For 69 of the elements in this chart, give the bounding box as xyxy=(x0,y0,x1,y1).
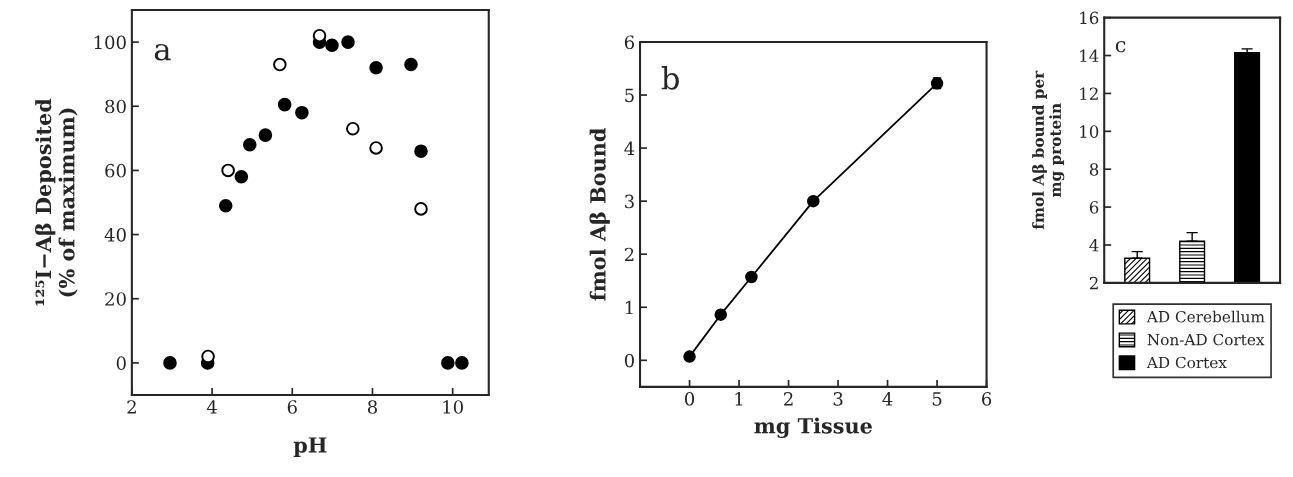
y-tick-label: 40 xyxy=(104,228,126,242)
point xyxy=(369,60,383,75)
x-tick-label: 6 xyxy=(982,392,992,406)
y-tick-label: 2 xyxy=(1089,276,1098,290)
y-tick-label: 3 xyxy=(625,194,634,209)
annotation: a xyxy=(154,43,171,61)
point xyxy=(346,121,360,136)
point xyxy=(242,137,257,152)
y-axis-title: fmol Aβ bound per mg protein xyxy=(1032,70,1065,230)
x-tick-label: 1 xyxy=(735,392,743,406)
point xyxy=(414,202,428,216)
x-axis-title: pH xyxy=(293,437,327,457)
x-axis-title: mg Tissue xyxy=(754,417,872,438)
y-tick-label: 4 xyxy=(624,141,635,155)
point xyxy=(273,57,287,72)
point xyxy=(455,356,469,370)
y-tick-label: 5 xyxy=(625,88,634,103)
y-tick-label: 6 xyxy=(1089,201,1099,214)
y-tick-label: 1 xyxy=(625,300,633,315)
point xyxy=(221,163,235,178)
point xyxy=(218,198,233,213)
point xyxy=(404,57,418,72)
x-tick-label: 6 xyxy=(287,400,297,414)
x-tick-label: 5 xyxy=(932,392,942,406)
y-tick-label: 100 xyxy=(94,35,126,50)
y-tick-label: 0 xyxy=(624,353,634,368)
point xyxy=(312,28,327,43)
point xyxy=(683,350,696,363)
y-tick-label: 10 xyxy=(1080,125,1099,138)
y-axis-title: ¹²⁵I−Aβ Deposited (% of maximum) xyxy=(34,98,78,306)
x-tick-label: 4 xyxy=(882,392,893,406)
point xyxy=(277,97,292,112)
point xyxy=(745,270,758,284)
y-tick-label: 8 xyxy=(1089,163,1099,176)
y-axis-title: fmol Aβ Bound xyxy=(589,128,610,301)
y-tick-label: 0 xyxy=(116,356,126,370)
point xyxy=(414,144,428,158)
legend-label: AD Cerebellum xyxy=(1146,310,1265,323)
point xyxy=(325,38,339,53)
y-tick-label: 4 xyxy=(1089,238,1099,252)
point xyxy=(201,349,215,364)
x-tick-label: 10 xyxy=(443,400,463,414)
annotation: b xyxy=(661,66,679,90)
point xyxy=(341,35,355,49)
y-tick-label: 60 xyxy=(105,163,126,178)
x-tick-label: 8 xyxy=(367,400,377,414)
point xyxy=(714,308,727,321)
y-tick-label: 20 xyxy=(105,292,126,306)
point xyxy=(441,356,455,370)
y-tick-label: 6 xyxy=(624,35,635,50)
x-tick-label: 2 xyxy=(127,400,136,414)
point xyxy=(234,170,249,184)
y-tick-label: 80 xyxy=(105,99,126,114)
y-tick-label: 14 xyxy=(1080,49,1099,62)
y-tick-label: 12 xyxy=(1080,87,1098,100)
x-tick-label: 0 xyxy=(684,392,695,406)
y-tick-label: 2 xyxy=(624,247,634,262)
point xyxy=(807,194,820,208)
point xyxy=(369,141,383,155)
legend-label: Non-AD Cortex xyxy=(1147,333,1265,346)
y-tick-label: 16 xyxy=(1080,11,1099,25)
x-tick-label: 2 xyxy=(784,392,793,406)
point xyxy=(258,128,273,142)
x-tick-label: 3 xyxy=(833,392,843,406)
point xyxy=(163,356,177,370)
annotation: c xyxy=(1115,40,1126,53)
point xyxy=(295,105,309,120)
x-tick-label: 4 xyxy=(206,400,217,414)
legend-label: AD Cortex xyxy=(1146,356,1227,369)
